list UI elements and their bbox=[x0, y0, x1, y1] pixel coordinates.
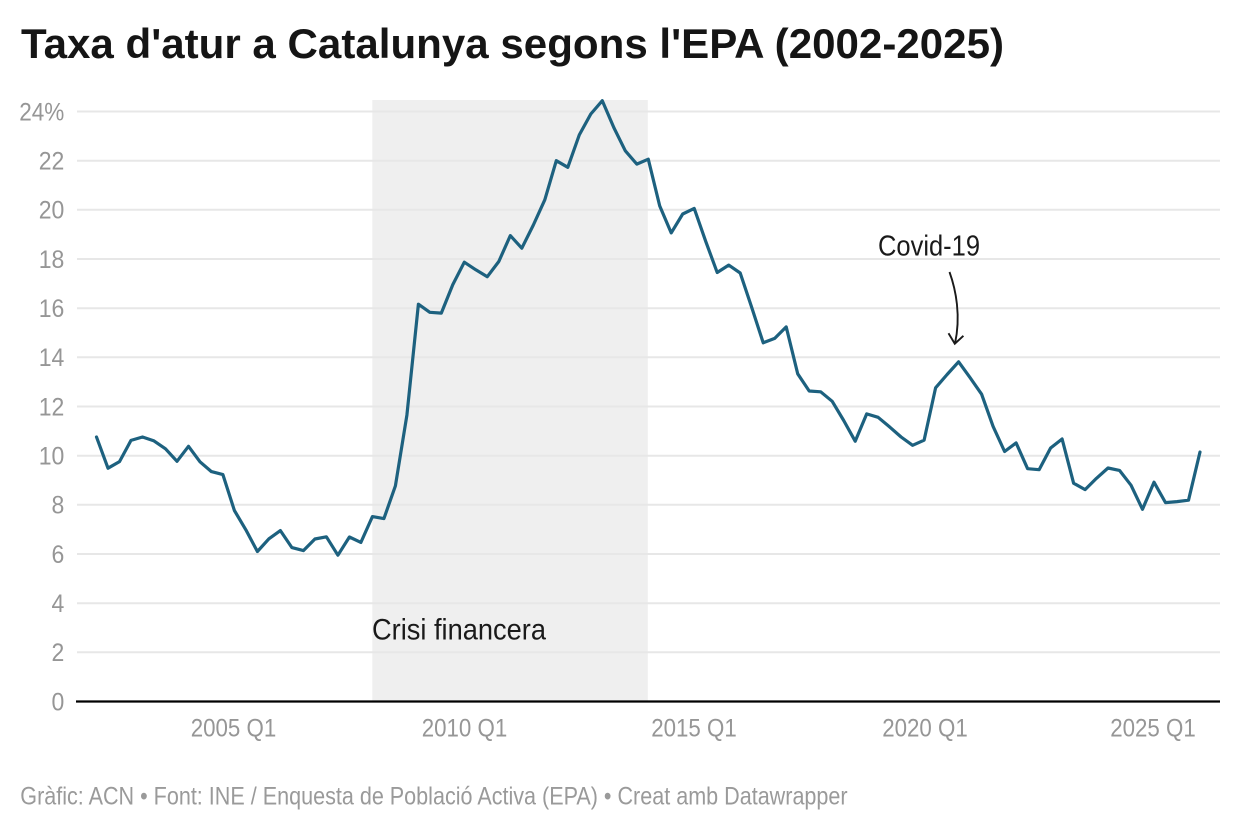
svg-text:2020 Q1: 2020 Q1 bbox=[882, 716, 968, 743]
svg-text:2: 2 bbox=[52, 640, 65, 667]
svg-text:Crisi financera: Crisi financera bbox=[372, 614, 547, 647]
svg-text:10: 10 bbox=[39, 444, 65, 471]
svg-text:12: 12 bbox=[39, 394, 65, 421]
svg-text:8: 8 bbox=[52, 493, 65, 520]
svg-text:2005 Q1: 2005 Q1 bbox=[191, 716, 277, 743]
svg-text:2025 Q1: 2025 Q1 bbox=[1110, 716, 1196, 743]
svg-text:2010 Q1: 2010 Q1 bbox=[422, 716, 508, 743]
svg-text:6: 6 bbox=[52, 542, 65, 569]
svg-text:Gràfic: ACN • Font: INE / Enqu: Gràfic: ACN • Font: INE / Enquesta de Po… bbox=[20, 782, 847, 810]
svg-text:0: 0 bbox=[52, 689, 65, 716]
svg-text:18: 18 bbox=[39, 247, 65, 274]
svg-text:24%: 24% bbox=[19, 99, 64, 126]
svg-text:16: 16 bbox=[39, 296, 65, 323]
svg-text:2015 Q1: 2015 Q1 bbox=[651, 716, 737, 743]
svg-text:Taxa d'atur a Catalunya segons: Taxa d'atur a Catalunya segons l'EPA (20… bbox=[21, 20, 1004, 67]
svg-text:20: 20 bbox=[39, 198, 65, 225]
svg-text:Covid-19: Covid-19 bbox=[878, 231, 980, 263]
svg-text:14: 14 bbox=[39, 345, 65, 372]
svg-text:22: 22 bbox=[39, 149, 65, 176]
svg-text:4: 4 bbox=[52, 591, 65, 618]
